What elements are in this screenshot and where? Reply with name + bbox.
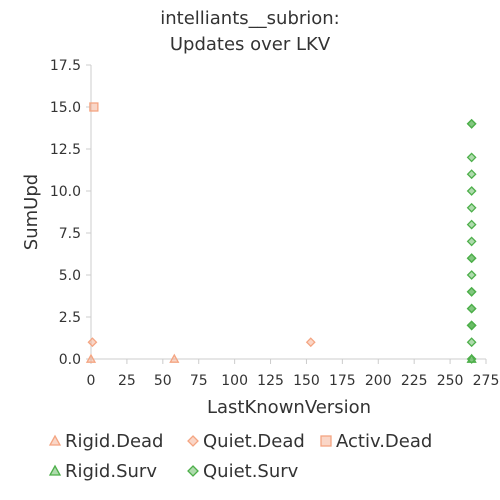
x-tick-label: 25 [118,373,136,389]
data-point-quiet-surv [466,286,477,297]
x-tick-label: 200 [365,373,392,389]
legend-marker-rigid-surv [48,464,62,476]
x-tick-label: 75 [190,373,208,389]
y-tick-label: 0.0 [59,352,81,368]
data-point-quiet-dead [87,337,98,348]
data-point-activ-dead [89,102,99,112]
data-point-quiet-surv [466,152,477,163]
x-tick-label: 250 [437,373,464,389]
chart-title-line-1: intelliants__subrion: [160,8,340,29]
data-point-quiet-surv [466,202,477,213]
data-point-quiet-surv [466,354,477,364]
legend-label: Rigid.Surv [65,461,157,482]
x-tick-label: 100 [221,373,248,389]
y-tick-label: 12.5 [50,142,81,158]
y-tick-label: 2.5 [59,310,81,326]
data-point-quiet-surv [466,270,477,280]
data-point-quiet-surv [466,337,477,348]
legend-marker-quiet-dead [187,435,199,447]
y-tick-label: 15.0 [50,100,81,116]
x-tick-label: 0 [87,373,96,389]
legend-label: Quiet.Surv [203,461,299,482]
y-tick-label: 7.5 [59,226,81,242]
y-tick-label: 10.0 [50,184,81,200]
legend-label: Rigid.Dead [65,431,163,452]
y-tick-label: 17.5 [50,58,81,74]
legend-label: Activ.Dead [336,431,432,452]
data-point-quiet-surv [466,118,477,129]
axes [90,65,486,360]
legend-label: Quiet.Dead [203,431,305,452]
data-point-quiet-surv [466,320,477,331]
y-axis-ticks: 0.0 2.5 5.0 7.5 10.0 12.5 15.0 17.5 [50,58,91,368]
data-point-rigid-dead [169,353,180,363]
legend-marker-rigid-dead [48,434,62,446]
legend-marker-quiet-surv [187,465,199,477]
data-point-quiet-surv [466,253,477,264]
x-tick-label: 125 [257,373,284,389]
x-axis-ticks: 0 25 50 75 100 125 150 175 200 225 250 275 [87,359,500,389]
y-axis-label: SumUpd [21,174,42,250]
data-point-quiet-surv [466,236,477,247]
x-axis-label: LastKnownVersion [207,397,371,418]
data-point-quiet-surv [466,219,477,230]
y-tick-label: 5.0 [59,268,81,284]
legend: Rigid.Dead Quiet.Dead Activ.Dead Rigid.Surv… [48,431,432,482]
x-tick-label: 275 [473,373,500,389]
x-tick-label: 150 [293,373,320,389]
data-point-quiet-surv [466,303,477,314]
x-tick-label: 175 [329,373,356,389]
x-tick-label: 225 [401,373,428,389]
data-point-rigid-dead [85,353,97,363]
x-tick-label: 50 [154,373,172,389]
chart-title-line-2: Updates over LKV [170,34,331,55]
data-point-quiet-dead [305,337,316,348]
data-point-quiet-surv [466,169,477,180]
data-points [85,102,477,364]
data-point-quiet-surv [466,186,477,196]
legend-marker-activ-dead [320,435,332,447]
